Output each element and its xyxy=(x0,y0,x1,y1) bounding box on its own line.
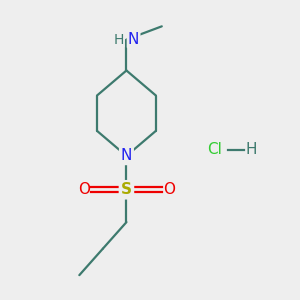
Text: H: H xyxy=(114,33,124,46)
Text: S: S xyxy=(121,182,132,197)
Text: N: N xyxy=(128,32,139,47)
Text: O: O xyxy=(163,182,175,197)
Text: H: H xyxy=(246,142,257,158)
Text: O: O xyxy=(78,182,90,197)
Text: Cl: Cl xyxy=(207,142,222,158)
Text: N: N xyxy=(121,148,132,164)
